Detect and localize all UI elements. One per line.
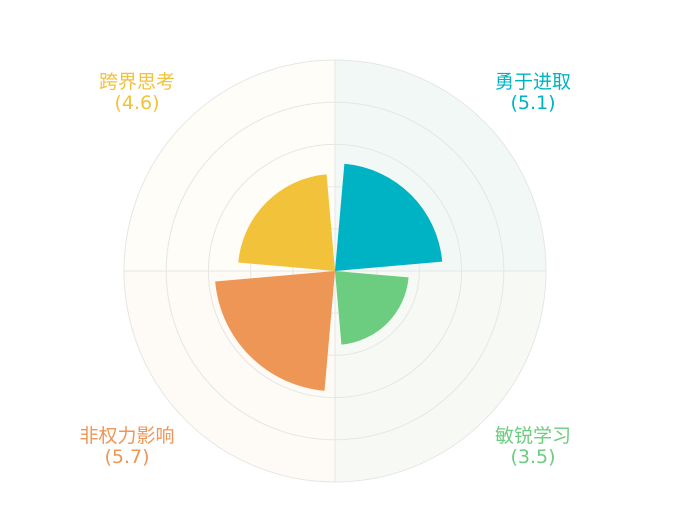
label-value-2: (5.7) [104,446,150,468]
label-1: 敏锐学习 (3.5) [478,426,588,468]
bar-1 [335,271,409,345]
label-value-3: (4.6) [114,92,160,114]
label-name-2: 非权力影响 [79,425,175,447]
label-value-1: (3.5) [510,446,556,468]
label-name-0: 勇于进取 [494,71,571,93]
bar-2 [215,271,335,391]
label-name-1: 敏锐学习 [494,425,571,447]
label-3: 跨界思考 (4.6) [82,72,192,114]
label-value-0: (5.1) [510,92,556,114]
label-name-3: 跨界思考 [98,71,175,93]
bar-0 [335,163,443,271]
bar-3 [238,174,335,271]
label-2: 非权力影响 (5.7) [62,426,192,468]
label-0: 勇于进取 (5.1) [478,72,588,114]
quadrant-bg-1 [335,271,546,482]
